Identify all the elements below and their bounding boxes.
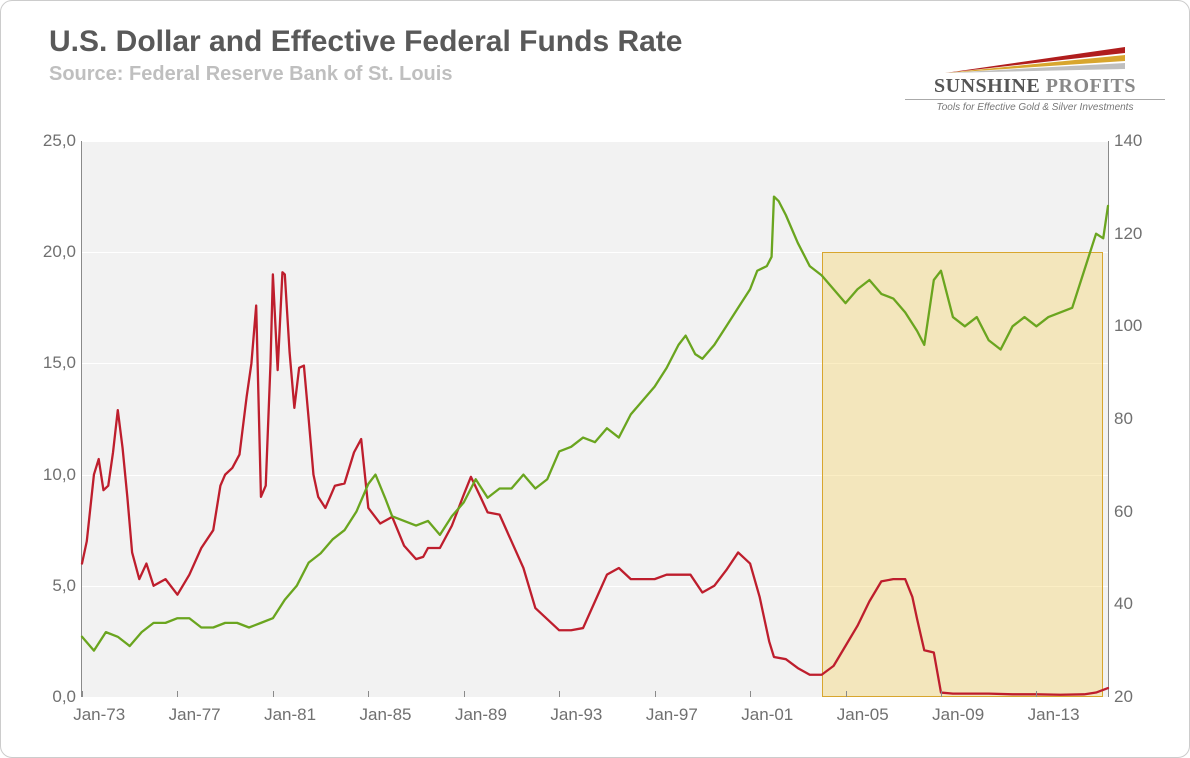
x-tick-mark xyxy=(846,691,847,697)
series-svg xyxy=(82,141,1108,697)
y-left-tick-label: 25,0 xyxy=(26,131,76,151)
chart-card: U.S. Dollar and Effective Federal Funds … xyxy=(0,0,1190,758)
y-left-tick-label: 10,0 xyxy=(26,465,76,485)
x-tick-mark xyxy=(464,691,465,697)
y-right-tick-label: 60 xyxy=(1114,502,1164,522)
logo-brand-first: SUNSHINE xyxy=(934,75,1040,97)
x-tick-label: Jan-77 xyxy=(169,705,221,725)
x-tick-mark xyxy=(368,691,369,697)
x-tick-label: Jan-97 xyxy=(646,705,698,725)
y-right-tick-label: 140 xyxy=(1114,131,1164,151)
x-tick-mark xyxy=(941,691,942,697)
logo-brand-second: PROFITS xyxy=(1040,75,1136,97)
y-right-tick-label: 100 xyxy=(1114,316,1164,336)
plot-outer: 0,0 5,0 10,0 15,0 20,0 25,0 20 40 60 80 100 120 140 J… xyxy=(26,131,1164,727)
logo-brand-text: SUNSHINE PROFITS xyxy=(905,75,1165,98)
y-left-tick-label: 15,0 xyxy=(26,353,76,373)
x-tick-mark xyxy=(82,691,83,697)
y-right-tick-label: 80 xyxy=(1114,409,1164,429)
x-tick-label: Jan-01 xyxy=(741,705,793,725)
brand-logo: SUNSHINE PROFITS Tools for Effective Gol… xyxy=(905,45,1165,113)
chart-title: U.S. Dollar and Effective Federal Funds … xyxy=(49,25,683,59)
x-tick-label: Jan-73 xyxy=(73,705,125,725)
y-right-tick-label: 120 xyxy=(1114,224,1164,244)
x-tick-label: Jan-89 xyxy=(455,705,507,725)
chart-subtitle: Source: Federal Reserve Bank of St. Loui… xyxy=(49,63,452,86)
x-tick-mark xyxy=(655,691,656,697)
x-tick-label: Jan-05 xyxy=(837,705,889,725)
logo-rays-icon xyxy=(935,45,1135,75)
y-left-tick-label: 20,0 xyxy=(26,242,76,262)
x-tick-mark xyxy=(273,691,274,697)
y-left-tick-label: 5,0 xyxy=(26,576,76,596)
x-tick-label: Jan-93 xyxy=(550,705,602,725)
x-tick-label: Jan-09 xyxy=(932,705,984,725)
x-tick-mark xyxy=(559,691,560,697)
x-tick-mark xyxy=(1036,691,1037,697)
x-tick-label: Jan-13 xyxy=(1028,705,1080,725)
series-fed_funds_rate xyxy=(82,272,1108,695)
x-tick-label: Jan-81 xyxy=(264,705,316,725)
x-tick-mark xyxy=(750,691,751,697)
plot-area xyxy=(81,141,1109,697)
series-us_dollar_index xyxy=(82,197,1108,651)
logo-tagline: Tools for Effective Gold & Silver Invest… xyxy=(905,99,1165,113)
x-tick-label: Jan-85 xyxy=(360,705,412,725)
y-right-tick-label: 20 xyxy=(1114,687,1164,707)
y-left-tick-label: 0,0 xyxy=(26,687,76,707)
y-right-tick-label: 40 xyxy=(1114,594,1164,614)
x-tick-mark xyxy=(177,691,178,697)
